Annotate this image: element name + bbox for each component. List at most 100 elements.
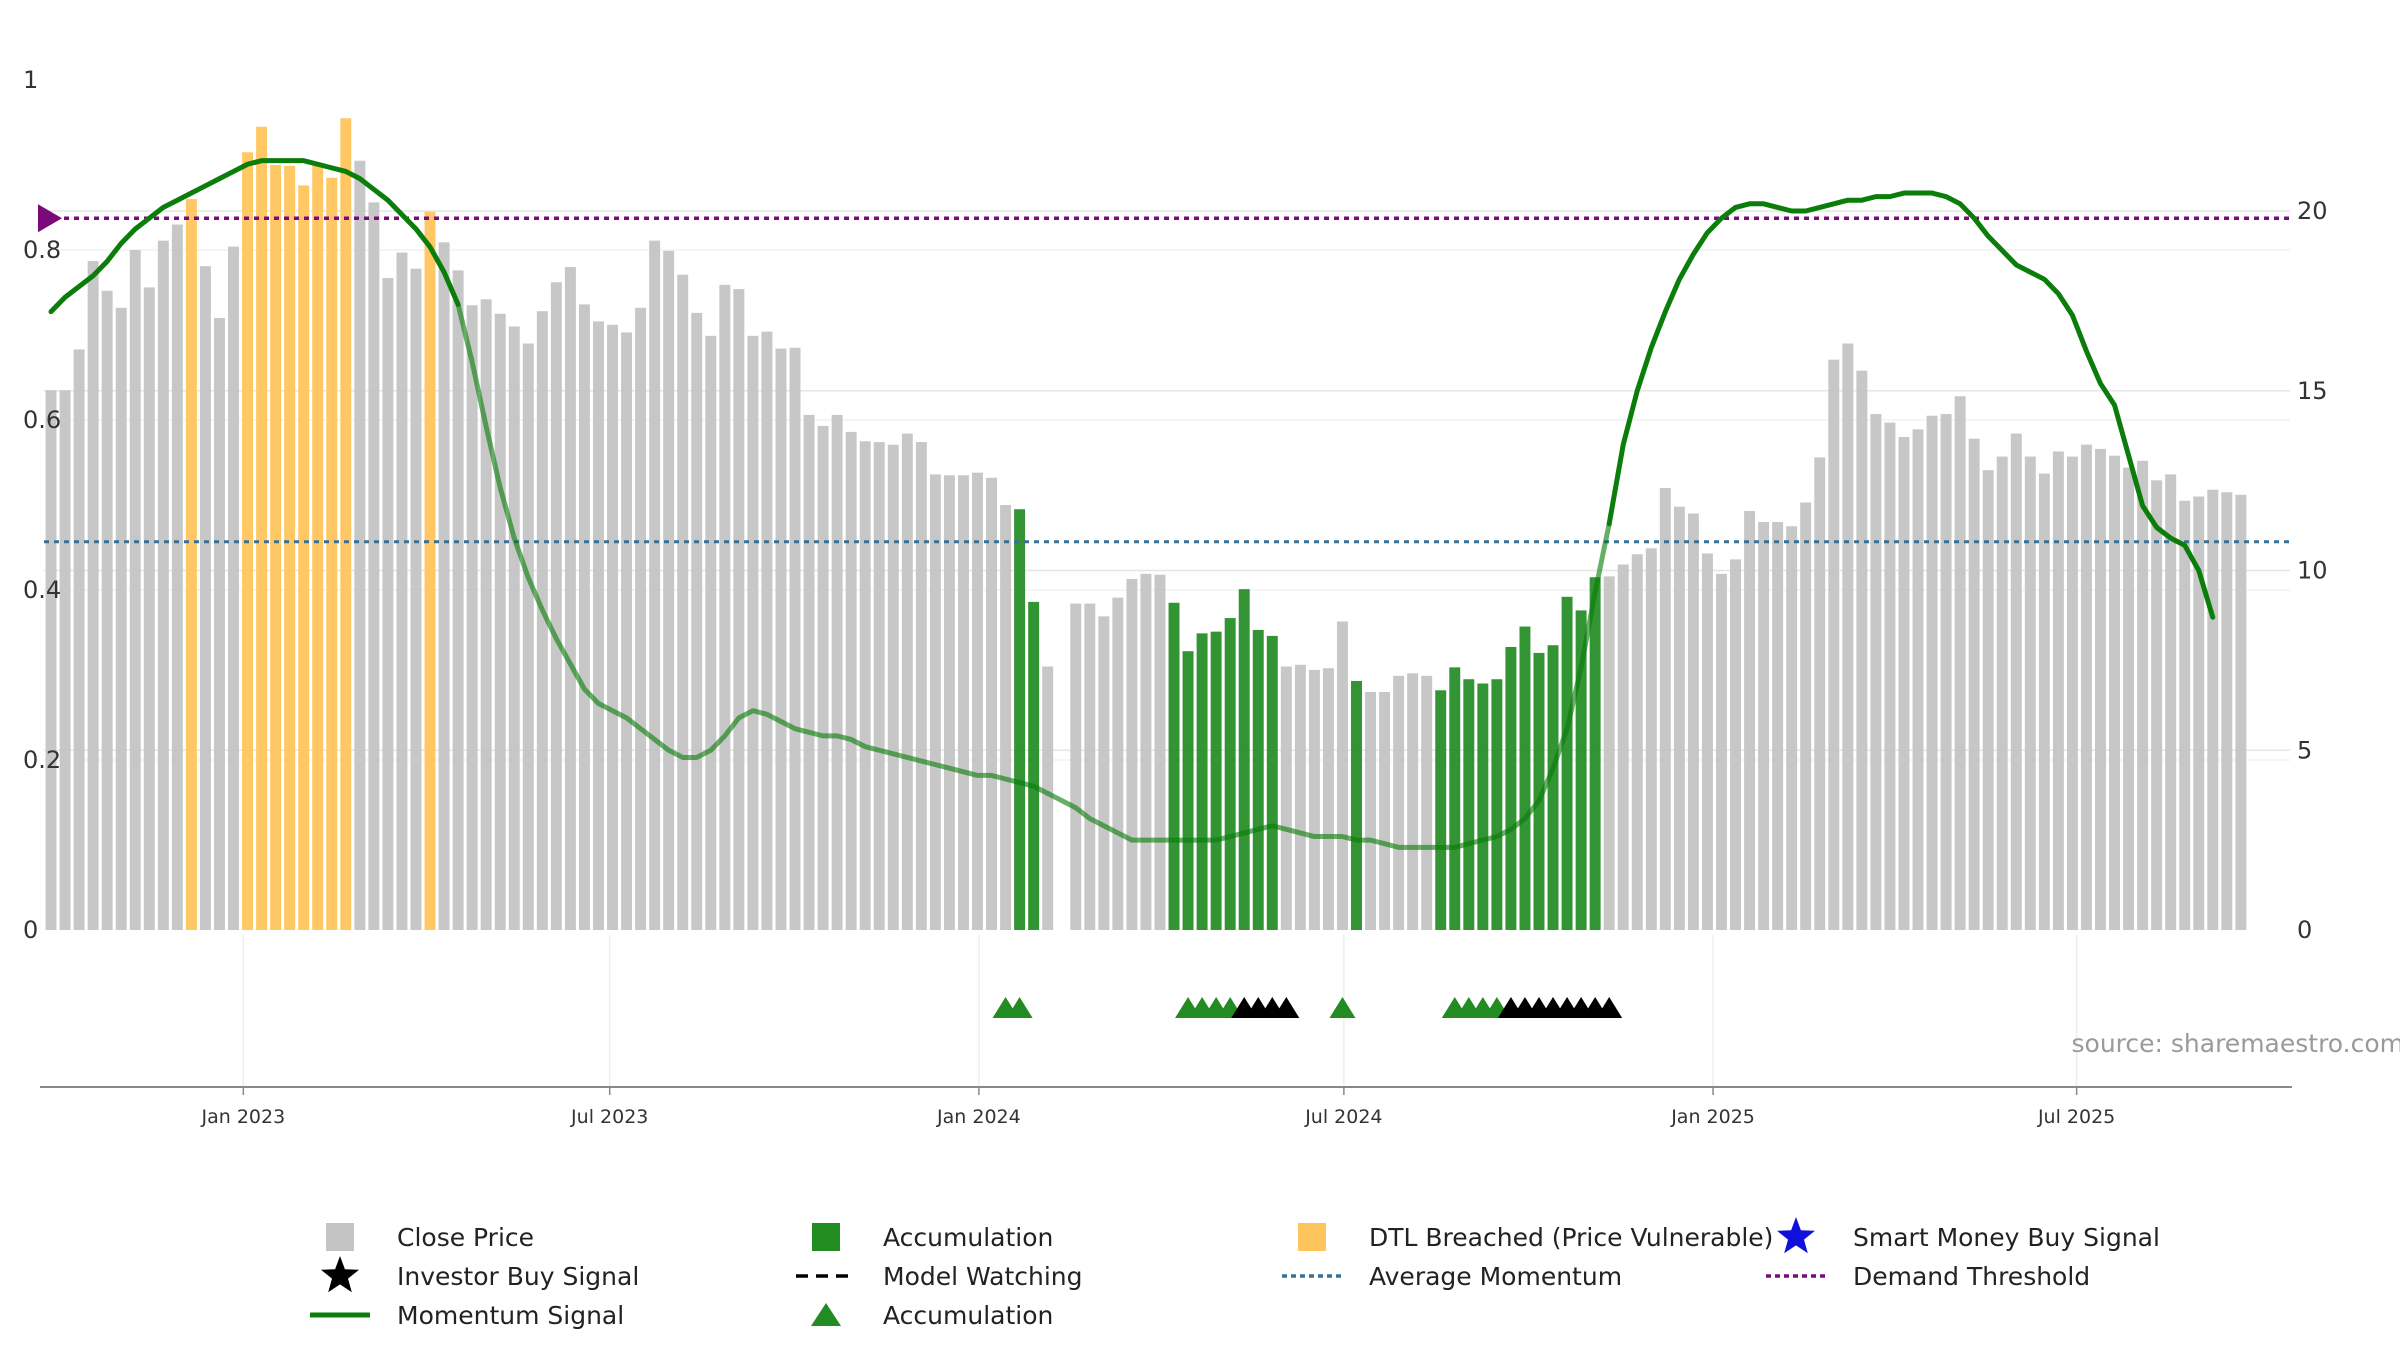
legend-swatch	[812, 1223, 840, 1251]
close-price-bar	[1294, 664, 1306, 930]
close-price-bar	[649, 240, 661, 930]
accumulation-bar	[1266, 635, 1278, 930]
close-price-bar	[873, 442, 885, 930]
x-tick-label: Jul 2025	[2037, 1106, 2115, 1128]
close-price-bar	[1659, 488, 1671, 930]
right-tick-label: 10	[2297, 557, 2328, 585]
close-price-bar	[1673, 506, 1685, 930]
legend-item: DTL Breached (Price Vulnerable)	[1298, 1223, 1773, 1252]
close-price-bar	[775, 348, 787, 931]
close-price-bar	[733, 289, 745, 931]
close-price-bar	[1968, 438, 1980, 930]
legend-item: Demand Threshold	[1766, 1262, 2090, 1291]
close-price-bar	[1786, 526, 1798, 930]
close-price-bar	[438, 242, 450, 931]
right-tick-label: 5	[2297, 736, 2312, 764]
close-price-bar	[1926, 415, 1938, 930]
close-price-bar	[157, 240, 169, 930]
close-price-bar	[1070, 603, 1082, 930]
x-tick-label: Jul 2024	[1304, 1106, 1382, 1128]
close-price-bar	[101, 290, 113, 930]
reference-lines	[38, 204, 2290, 544]
close-price-bar	[1365, 692, 1377, 930]
close-price-bar	[1954, 396, 1966, 930]
close-price-bar	[1379, 692, 1391, 930]
legend: Close Price Accumulation DTL Breached (Pri…	[310, 1217, 2160, 1330]
close-price-bar	[845, 431, 857, 930]
close-price-bar	[677, 274, 689, 930]
accumulation-bar	[1210, 631, 1222, 930]
close-price-bar	[550, 282, 562, 930]
close-price-bar	[2221, 492, 2233, 930]
accumulation-bar	[1182, 651, 1194, 930]
accumulation-bar	[1575, 610, 1587, 930]
close-price-bar	[1996, 456, 2008, 930]
close-price-bar	[663, 250, 675, 931]
close-price-bar	[607, 324, 618, 930]
close-price-bar	[1308, 669, 1320, 930]
accumulation-marker	[1006, 997, 1033, 1018]
close-price-bar	[87, 261, 99, 930]
accumulation-bar	[1028, 601, 1040, 930]
close-price-bar	[2038, 473, 2050, 930]
dtl-breached-bar	[298, 185, 310, 930]
close-price-bar	[1842, 343, 1854, 930]
x-tick-label: Jul 2023	[570, 1106, 648, 1128]
accumulation-bar	[1491, 679, 1503, 930]
close-price-bar	[929, 474, 941, 930]
legend-triangle-icon	[811, 1303, 841, 1326]
close-price-bar	[887, 444, 899, 930]
left-tick-label: 0.4	[23, 576, 61, 604]
accumulation-bar	[1238, 589, 1250, 930]
close-price-bar	[382, 278, 394, 930]
close-price-bar	[1716, 573, 1727, 930]
close-price-bar	[1800, 502, 1812, 930]
close-price-bar	[2193, 496, 2205, 930]
dtl-breached-bar	[270, 165, 282, 930]
close-price-bar	[901, 433, 913, 930]
dtl-breached-bar	[312, 165, 324, 930]
accumulation-marker	[1329, 997, 1356, 1018]
left-tick-label: 1	[23, 66, 38, 94]
close-price-bar	[957, 475, 969, 930]
close-price-bar	[859, 441, 871, 930]
legend-label: Investor Buy Signal	[397, 1262, 639, 1291]
accumulation-bar	[1014, 509, 1026, 930]
close-price-bar	[1856, 370, 1868, 930]
left-tick-label: 0.6	[23, 406, 61, 434]
close-price-bar	[171, 224, 183, 930]
gridlines	[44, 210, 2290, 1087]
right-tick-label: 0	[2297, 916, 2312, 944]
legend-label: Model Watching	[883, 1262, 1083, 1291]
signal-markers	[992, 997, 1623, 1018]
close-price-bar	[1617, 564, 1629, 930]
legend-item: Investor Buy Signal	[321, 1256, 639, 1293]
close-price-bar	[1744, 510, 1756, 930]
close-price-bar	[59, 390, 71, 930]
close-price-bar	[1280, 666, 1292, 930]
close-price-bar	[1645, 548, 1657, 930]
close-price-bar	[2179, 500, 2191, 930]
price-bars	[45, 118, 2247, 931]
close-price-bar	[1042, 666, 1054, 930]
close-price-bar	[986, 477, 998, 930]
close-price-bar	[1940, 414, 1952, 930]
close-price-bar	[1126, 578, 1138, 930]
close-price-bar	[564, 267, 576, 930]
close-price-bar	[129, 250, 141, 930]
dtl-breached-bar	[256, 126, 268, 930]
legend-item: Close Price	[326, 1223, 534, 1252]
legend-item: Model Watching	[796, 1262, 1083, 1291]
left-tick-label: 0.2	[23, 746, 61, 774]
x-tick-label: Jan 2025	[1670, 1106, 1755, 1128]
legend-label: Smart Money Buy Signal	[1853, 1223, 2160, 1252]
dtl-breached-bar	[284, 165, 296, 931]
close-price-bar	[396, 252, 408, 931]
close-price-bar	[1154, 574, 1166, 930]
legend-label: Accumulation	[883, 1301, 1053, 1330]
close-price-bar	[2137, 460, 2149, 930]
close-price-bar	[466, 305, 478, 930]
close-price-bar	[1140, 573, 1152, 930]
close-price-bar	[1687, 513, 1699, 930]
